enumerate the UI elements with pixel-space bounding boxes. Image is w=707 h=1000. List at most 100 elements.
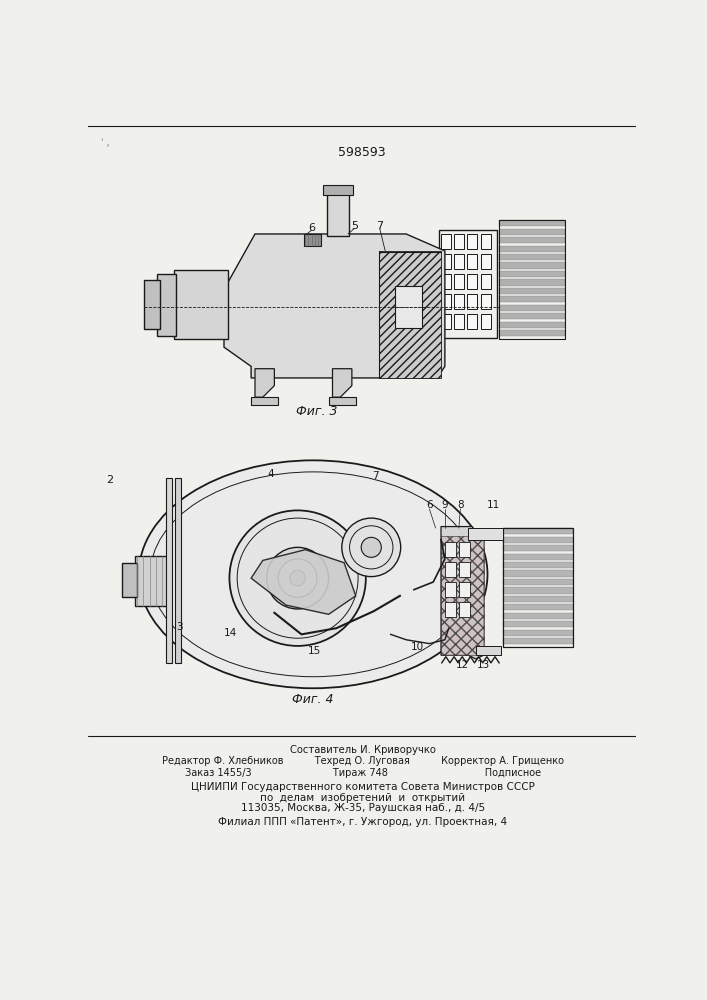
Text: 13: 13 [477, 660, 490, 670]
Text: Составитель И. Криворучко: Составитель И. Криворучко [290, 745, 436, 755]
Text: Редактор Ф. Хлебников          Техред О. Луговая          Корректор А. Грищенко: Редактор Ф. Хлебников Техред О. Луговая … [162, 756, 563, 766]
Polygon shape [379, 251, 441, 378]
Bar [454, 314, 464, 329]
Text: 6: 6 [426, 500, 433, 510]
Bar [481, 294, 491, 309]
Bar [438, 230, 497, 338]
Circle shape [279, 559, 317, 597]
Bar [481, 274, 491, 289]
Bar [499, 279, 565, 286]
Bar [503, 604, 573, 610]
Bar [459, 602, 469, 617]
Circle shape [267, 547, 329, 609]
Text: 8: 8 [457, 500, 464, 510]
Text: ЦНИИПИ Государственного комитета Совета Министров СССР: ЦНИИПИ Государственного комитета Совета … [191, 782, 534, 792]
Bar [445, 602, 456, 617]
Text: 9: 9 [442, 500, 448, 510]
Polygon shape [224, 234, 445, 378]
Text: 6: 6 [308, 223, 315, 233]
Text: 10: 10 [411, 642, 424, 652]
Bar [144, 280, 160, 329]
Text: Заказ 1455/3                          Тираж 748                               По: Заказ 1455/3 Тираж 748 По [185, 768, 541, 778]
Ellipse shape [139, 460, 488, 688]
Text: 11: 11 [487, 500, 501, 510]
Bar [467, 294, 477, 309]
Bar [441, 314, 451, 329]
Bar [503, 528, 573, 647]
Bar [327, 191, 349, 235]
Bar [166, 478, 172, 663]
Polygon shape [332, 369, 352, 397]
Text: 598593: 598593 [338, 146, 386, 159]
Bar [441, 234, 451, 249]
Bar [441, 274, 451, 289]
Text: Филиал ППП «Патент», г. Ужгород, ул. Проектная, 4: Филиал ППП «Патент», г. Ужгород, ул. Про… [218, 817, 508, 827]
Bar [441, 254, 451, 269]
Bar [445, 582, 456, 597]
Bar [503, 638, 573, 644]
Text: Фиг. 3: Фиг. 3 [296, 405, 338, 418]
Text: 2: 2 [107, 475, 114, 485]
Bar [323, 185, 353, 195]
Bar [445, 562, 456, 577]
Circle shape [290, 570, 305, 586]
Bar [499, 305, 565, 311]
Bar [499, 296, 565, 302]
Text: по  делам  изобретений  и  открытий: по делам изобретений и открытий [260, 793, 465, 803]
Bar [499, 322, 565, 328]
Bar [122, 563, 137, 597]
Bar [481, 314, 491, 329]
Bar [503, 528, 573, 534]
Text: 7: 7 [372, 471, 378, 481]
Polygon shape [441, 536, 484, 655]
Bar [468, 528, 503, 540]
Bar [304, 234, 321, 246]
Bar [251, 397, 279, 405]
Bar [459, 542, 469, 557]
Text: 12: 12 [456, 660, 469, 670]
Bar [454, 274, 464, 289]
Text: 3: 3 [176, 622, 182, 632]
Bar [445, 542, 456, 557]
Bar [499, 246, 565, 252]
Text: 7: 7 [376, 221, 383, 231]
Bar [454, 234, 464, 249]
Bar [481, 234, 491, 249]
Bar [499, 237, 565, 243]
Bar [503, 545, 573, 551]
Bar [503, 630, 573, 636]
Bar [499, 229, 565, 235]
Bar [459, 582, 469, 597]
Bar [503, 554, 573, 560]
Bar [499, 271, 565, 277]
Bar [481, 254, 491, 269]
Text: 113035, Москва, Ж-35, Раушская наб., д. 4/5: 113035, Москва, Ж-35, Раушская наб., д. … [240, 803, 485, 813]
Bar [156, 274, 176, 336]
Text: 4: 4 [267, 469, 274, 479]
Text: Фиг. 4: Фиг. 4 [293, 693, 334, 706]
Bar [329, 397, 356, 405]
Bar [499, 220, 565, 226]
Bar [467, 314, 477, 329]
Polygon shape [255, 369, 274, 397]
Bar [503, 562, 573, 568]
Circle shape [341, 518, 401, 577]
Bar [175, 478, 182, 663]
Circle shape [361, 537, 381, 557]
Bar [395, 286, 421, 328]
Bar [441, 294, 451, 309]
Bar [503, 537, 573, 543]
Bar [499, 288, 565, 294]
Bar [499, 254, 565, 260]
Circle shape [230, 510, 366, 646]
Bar [476, 646, 501, 655]
Text: 14: 14 [223, 628, 237, 638]
Bar [503, 596, 573, 602]
Bar [467, 234, 477, 249]
Bar [503, 587, 573, 594]
Bar [135, 556, 170, 606]
Bar [454, 254, 464, 269]
Bar [503, 621, 573, 627]
Bar [499, 220, 565, 339]
Bar [503, 613, 573, 619]
